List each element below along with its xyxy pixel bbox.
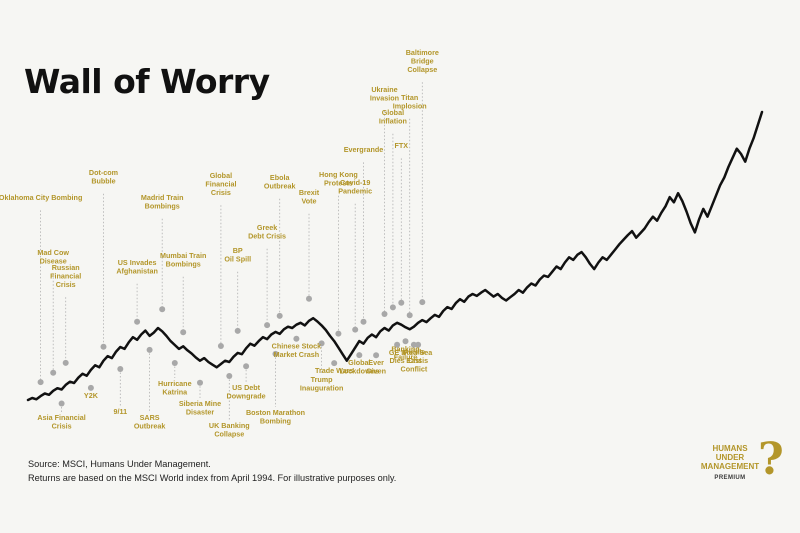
event-dot-global-inflation (389, 304, 396, 311)
event-dot-ukraine-invasion (381, 311, 388, 317)
event-dot-sars-outbreak (146, 346, 153, 353)
event-label-us-invades-afghanistan: US Invades Afghanistan (116, 258, 158, 275)
connector-lines (40, 82, 423, 420)
event-label-middle-east-conflict: Middle East Conflict (401, 348, 428, 374)
question-mark-icon: ? (758, 434, 784, 485)
event-dot-siberia-mine-disaster (197, 379, 203, 386)
event-label-trade-wars: Trade Wars (315, 366, 353, 375)
event-label-bp-oil-spill: BP Oil Spill (224, 246, 251, 263)
event-label-greek-debt-crisis: Greek Debt Crisis (248, 223, 286, 240)
event-label-ever-given: Ever Given (366, 358, 386, 375)
event-label-sars-outbreak: SARS Outbreak (134, 413, 166, 430)
event-dot-greek-debt-crisis (264, 322, 271, 329)
event-label-mad-cow-disease: Mad Cow Disease (37, 248, 69, 265)
event-dot-madrid-train-bombings (159, 306, 166, 313)
event-label-russian-financial-crisis: Russian Financial Crisis (50, 263, 81, 289)
footnote: Source: MSCI, Humans Under Management. R… (28, 457, 396, 485)
event-label-madrid-train-bombings: Madrid Train Bombings (141, 193, 184, 210)
event-label-ftx: FTX (395, 141, 409, 150)
event-dot-uk-banking-collapse (226, 373, 233, 379)
event-label-y2k: Y2K (84, 391, 99, 400)
brand-line-1: HUMANS (712, 444, 748, 453)
event-label-ge-ii-dies: GE II Dies (389, 348, 405, 365)
event-dot-us-debt-downgrade (243, 363, 250, 370)
event-label-global-financial-crisis: Global Financial Crisis (205, 171, 236, 197)
returns-note: Returns are based on the MSCI World inde… (28, 473, 397, 483)
event-dots (37, 295, 426, 407)
source-note: Source: MSCI, Humans Under Management. (28, 459, 211, 469)
event-label-us-debt-downgrade: US Debt Downgrade (227, 383, 266, 400)
event-dot-ge-ii-dies (394, 341, 401, 348)
event-dot-mumbai-train-bombings (180, 329, 187, 336)
event-label-baltimore-bridge-collapse: Baltimore Bridge Collapse (406, 48, 439, 74)
event-label-siberia-mine-disaster: Siberia Mine Disaster (179, 399, 221, 416)
event-dot-ebola-outbreak (276, 312, 283, 319)
event-label-dot-com-bubble: Dot-com Bubble (89, 168, 118, 185)
event-dot-red-sea-crisis (415, 341, 422, 348)
event-dot-baltimore-bridge-collapse (419, 299, 426, 306)
event-label-covid-19-pandemic: Covid-19 Pandemic (338, 178, 372, 195)
event-label-oklahoma-city-bombing: Oklahoma City Bombing (0, 193, 82, 202)
event-label-chinese-stock-market-crash: Chinese Stock Market Crash (272, 342, 322, 359)
event-label-hurricane-katrina: Hurricane Katrina (158, 379, 192, 396)
brand-wordmark: HUMANS UNDER MANAGEMENT (700, 444, 760, 471)
brand-line-3: MANAGEMENT (700, 462, 760, 471)
brand-premium-label: PREMIUM (714, 475, 746, 481)
event-dot-covid-19-pandemic (352, 326, 359, 333)
event-label-9-11: 9/11 (114, 407, 128, 416)
event-label-global-inflation: Global Inflation (379, 108, 407, 125)
event-dot-chinese-stock-market-crash (293, 335, 300, 342)
event-dot-middle-east-conflict (410, 341, 417, 348)
event-label-brexit-vote: Brexit Vote (299, 188, 320, 205)
event-dot-dot-com-bubble (100, 343, 107, 350)
event-dot-evergrande (360, 318, 367, 325)
brand-logo: HUMANS UNDER MANAGEMENT PREMIUM ? (700, 438, 790, 494)
event-dot-hurricane-katrina (171, 360, 178, 366)
event-dot-y2k (87, 384, 94, 391)
event-dot-9-11 (117, 366, 124, 372)
event-dot-trump-inauguration (318, 340, 325, 347)
event-dot-bp-oil-spill (234, 327, 241, 334)
event-dot-ftx (398, 299, 405, 306)
event-dot-ever-given (373, 352, 380, 359)
event-label-titan-implosion: Titan Implosion (393, 93, 427, 110)
event-dot-global-lockdowns (356, 352, 363, 359)
event-dot-trade-wars (331, 360, 338, 367)
chart-title: Wall of Worry (24, 62, 270, 101)
event-dot-banking-failure (402, 338, 409, 345)
event-label-trump-inauguration: Trump Inauguration (300, 375, 344, 392)
event-label-evergrande: Evergrande (344, 145, 384, 154)
event-label-ebola-outbreak: Ebola Outbreak (264, 173, 296, 190)
event-label-red-sea-crisis: Red Sea Crisis (404, 348, 433, 365)
event-dot-hong-kong-protests (335, 330, 342, 337)
event-label-mumbai-train-bombings: Mumbai Train Bombings (160, 251, 206, 268)
event-dot-titan-implosion (406, 312, 413, 319)
event-dot-boston-marathon-bombing (272, 350, 279, 357)
event-label-banking-failure: Banking Failure (391, 344, 419, 361)
event-dot-mad-cow-disease (50, 369, 57, 376)
event-dot-asia-financial-crisis (58, 400, 65, 407)
event-label-global-lockdowns: Global Lockdowns (340, 358, 380, 375)
event-labels: Oklahoma City Bombing Mad Cow DiseaseRussi… (0, 48, 439, 438)
brand-line-2: UNDER (715, 453, 745, 462)
event-label-asia-financial-crisis: Asia Financial Crisis (37, 413, 85, 430)
event-label-hong-kong-protests: Hong Kong Protests (319, 170, 358, 187)
event-dot-us-invades-afghanistan (134, 318, 141, 325)
event-dot-oklahoma-city-bombing (37, 379, 44, 386)
event-dot-brexit-vote (306, 295, 312, 302)
event-dot-global-financial-crisis (217, 343, 224, 349)
event-label-ukraine-invasion: Ukraine Invasion (370, 85, 399, 102)
event-dot-russian-financial-crisis (62, 359, 69, 366)
event-label-boston-marathon-bombing: Boston Marathon Bombing (246, 408, 305, 425)
event-label-uk-banking-collapse: UK Banking Collapse (209, 421, 250, 438)
index-line (26, 110, 764, 402)
